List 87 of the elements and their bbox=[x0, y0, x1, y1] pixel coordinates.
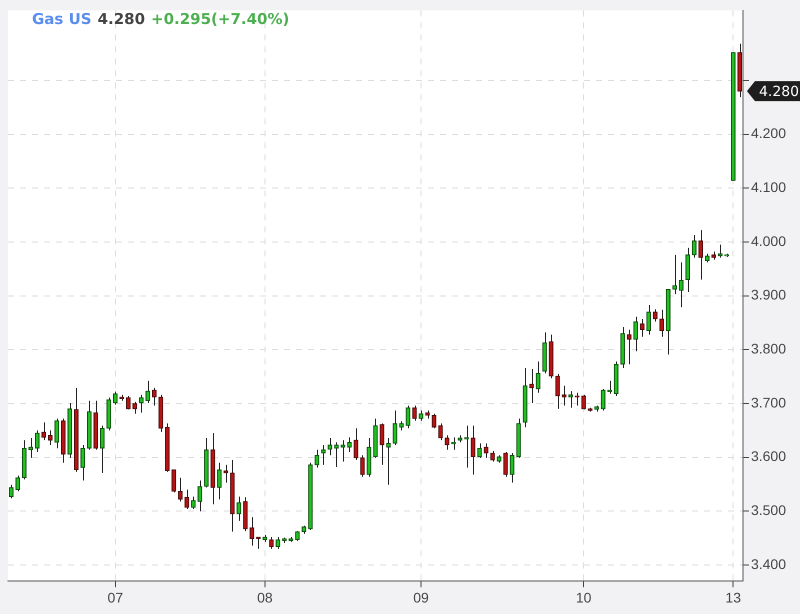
candlestick bbox=[685, 247, 690, 293]
candlestick bbox=[340, 440, 346, 462]
candlestick bbox=[490, 450, 495, 462]
candlestick bbox=[692, 234, 697, 258]
x-tick-label: 10 bbox=[576, 589, 592, 606]
x-tick-label: 07 bbox=[108, 589, 124, 606]
candlestick bbox=[503, 451, 508, 478]
candlestick bbox=[48, 430, 53, 446]
y-tick-label: 4.100 bbox=[750, 178, 786, 195]
y-tick-label: 4.000 bbox=[750, 232, 786, 249]
candlestick bbox=[633, 316, 638, 352]
candlestick bbox=[347, 436, 352, 452]
candlestick bbox=[41, 422, 46, 441]
candlestick bbox=[236, 496, 242, 522]
chart-title: Gas US bbox=[32, 10, 92, 28]
candlestick bbox=[432, 413, 436, 429]
candlestick bbox=[574, 392, 580, 406]
candlestick bbox=[444, 434, 450, 450]
y-tick-label: 3.900 bbox=[750, 286, 786, 303]
candlestick bbox=[536, 360, 540, 394]
candlestick bbox=[406, 405, 410, 429]
candlestick bbox=[152, 387, 157, 406]
candlestick bbox=[562, 385, 566, 406]
text: 4.280 bbox=[758, 84, 800, 100]
candlestick bbox=[652, 308, 658, 322]
candlestick bbox=[34, 430, 40, 452]
candlestick bbox=[438, 422, 443, 441]
candlestick bbox=[15, 475, 20, 492]
annotation: +0.295(+7.40%) bbox=[151, 10, 290, 28]
candlestick bbox=[172, 469, 176, 493]
candlestick bbox=[581, 394, 586, 410]
candlestick bbox=[295, 530, 300, 542]
candlestick bbox=[269, 536, 274, 550]
candlestick bbox=[276, 536, 280, 550]
candlestick bbox=[718, 244, 723, 258]
candlestick bbox=[178, 477, 183, 502]
candlestick bbox=[399, 420, 404, 431]
candlestick bbox=[418, 410, 424, 422]
candlestick bbox=[392, 410, 398, 446]
candlestick bbox=[146, 380, 150, 404]
candlestick bbox=[412, 405, 417, 422]
candlestick bbox=[555, 373, 560, 410]
candlestick bbox=[328, 437, 332, 456]
candlestick bbox=[126, 395, 131, 410]
candlestick bbox=[184, 489, 190, 510]
candlestick bbox=[646, 304, 651, 336]
candlestick bbox=[224, 464, 228, 484]
y-tick-label: 3.400 bbox=[750, 556, 786, 572]
candlestick bbox=[100, 425, 105, 474]
x-tick-label: 08 bbox=[257, 589, 273, 606]
candlestick bbox=[139, 394, 144, 414]
candlestick bbox=[198, 480, 202, 512]
y-tick-label: 3.600 bbox=[750, 448, 786, 464]
candlestick bbox=[354, 428, 358, 461]
candlestick bbox=[321, 444, 326, 466]
candlestick bbox=[132, 401, 138, 414]
candlestick bbox=[698, 230, 704, 280]
candlestick bbox=[477, 442, 482, 458]
candlestick bbox=[672, 254, 678, 295]
candlestick bbox=[250, 516, 254, 546]
candlestick bbox=[626, 329, 632, 365]
candlestick bbox=[80, 444, 86, 482]
candlestick bbox=[640, 318, 644, 338]
candlestick bbox=[659, 309, 664, 338]
candlestick bbox=[470, 425, 476, 476]
candlestick bbox=[600, 388, 606, 411]
candlestick bbox=[54, 418, 60, 449]
candlestick bbox=[360, 454, 365, 478]
candlestick bbox=[334, 442, 339, 468]
candlestick bbox=[314, 449, 320, 468]
candlestick bbox=[112, 391, 118, 406]
y-tick-label: 3.700 bbox=[750, 394, 786, 410]
candlestick bbox=[380, 422, 384, 466]
y-tick-label: 4.200 bbox=[750, 125, 786, 142]
candlestick bbox=[510, 452, 514, 484]
x-tick-label: 13 bbox=[725, 589, 742, 606]
candlestick bbox=[568, 390, 573, 408]
candlestick bbox=[191, 496, 196, 510]
candlestick bbox=[217, 462, 222, 500]
y-tick-label: 3.500 bbox=[750, 502, 786, 518]
candlestick bbox=[8, 484, 14, 499]
y-tick-label: 3.800 bbox=[750, 340, 786, 357]
candlestick bbox=[484, 442, 488, 458]
x-tick-label: 09 bbox=[413, 589, 430, 606]
candlestick bbox=[451, 436, 456, 450]
annotation: 4.280 bbox=[98, 10, 146, 28]
candlestick bbox=[386, 437, 391, 486]
